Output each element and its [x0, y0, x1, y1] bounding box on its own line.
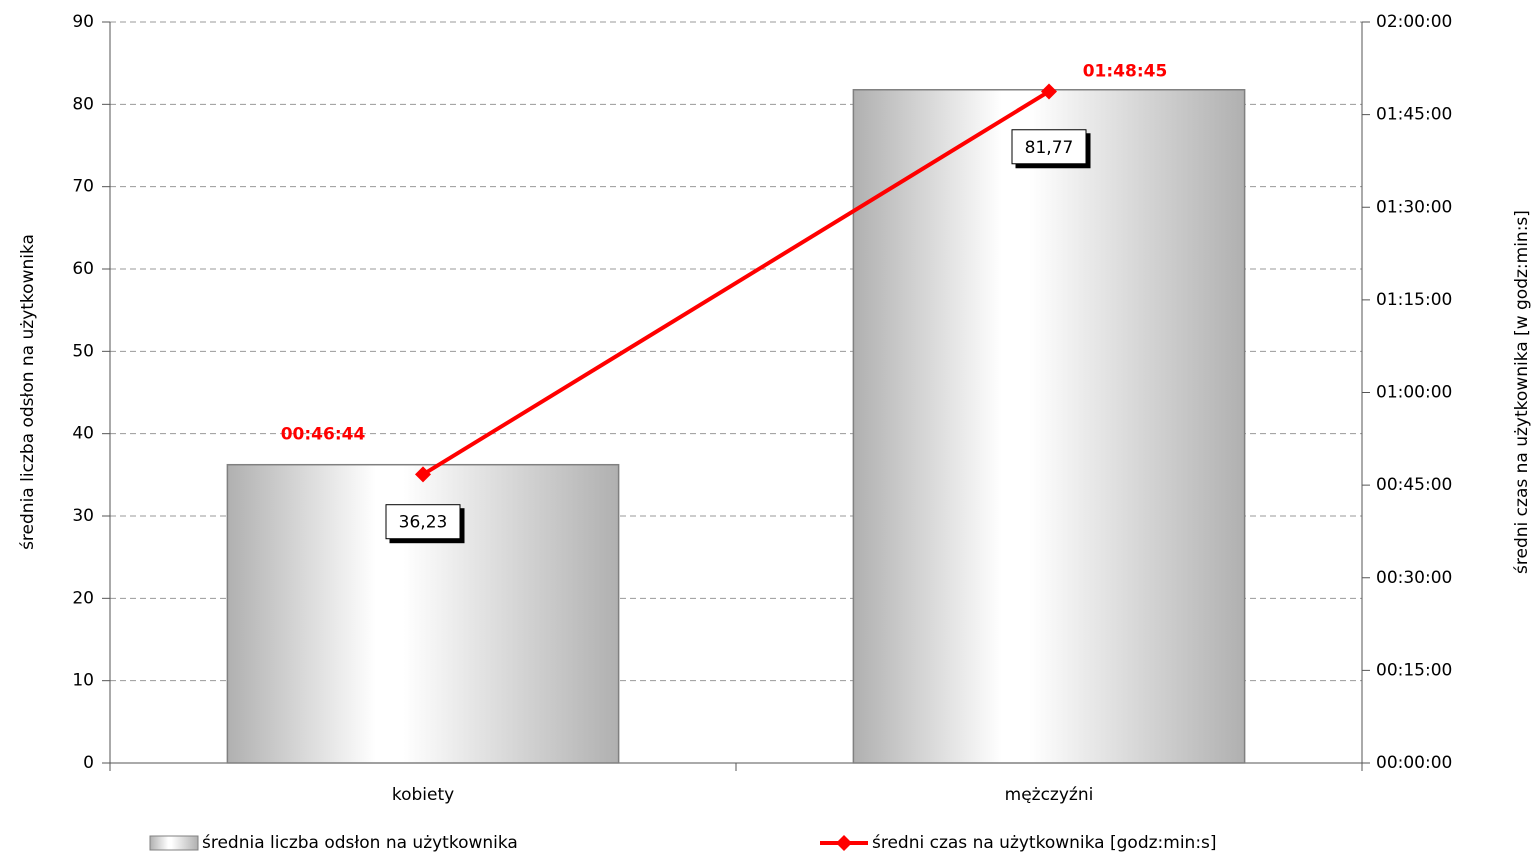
- y2-tick-label: 00:00:00: [1376, 753, 1452, 773]
- y-tick-label: 10: [72, 671, 94, 691]
- y2-tick-label: 00:30:00: [1376, 568, 1452, 588]
- y2-tick-label: 01:00:00: [1376, 383, 1452, 403]
- x-tick-label: mężczyźni: [1005, 785, 1094, 805]
- x-tick-label: kobiety: [392, 785, 454, 805]
- y2-tick-label: 01:30:00: [1376, 197, 1452, 217]
- bar: [852, 89, 1246, 764]
- data-label-bg: [385, 504, 461, 540]
- legend-swatch: [149, 835, 199, 851]
- line-marker: [1041, 83, 1057, 100]
- y-tick-label: 90: [72, 12, 94, 32]
- data-label-box: 81,77: [1011, 129, 1087, 165]
- line: [421, 89, 1051, 477]
- y-tick-label: 80: [72, 94, 94, 114]
- data-label: 01:48:45: [1083, 61, 1168, 81]
- y-tick-label: 20: [72, 588, 94, 608]
- data-label: 36,23: [399, 513, 448, 533]
- legend-label: średnia liczba odsłon na użytkownika: [202, 833, 518, 853]
- y2-axis-title: średni czas na użytkownika [w godz:min:s…: [1512, 210, 1532, 574]
- y-tick-label: 0: [83, 753, 94, 773]
- y-tick-label: 60: [72, 259, 94, 279]
- y2-tick-label: 00:45:00: [1376, 475, 1452, 495]
- data-label-bg: [1011, 129, 1087, 165]
- data-label: 81,77: [1025, 138, 1074, 158]
- y-axis-title: średnia liczba odsłon na użytkownika: [18, 234, 38, 550]
- y2-tick-label: 01:15:00: [1376, 290, 1452, 310]
- line-marker: [415, 466, 431, 483]
- legend-label: średni czas na użytkownika [godz:min:s]: [872, 833, 1217, 853]
- y2-tick-label: 01:45:00: [1376, 105, 1452, 125]
- y-tick-label: 30: [72, 506, 94, 526]
- y-tick-label: 50: [72, 341, 94, 361]
- y-tick-label: 40: [72, 424, 94, 444]
- y2-tick-label: 02:00:00: [1376, 12, 1452, 32]
- y2-tick-label: 00:15:00: [1376, 660, 1452, 680]
- data-label: 00:46:44: [281, 424, 366, 444]
- data-label-box: 36,23: [385, 504, 461, 540]
- legend-marker: [836, 835, 852, 851]
- y-tick-label: 70: [72, 177, 94, 197]
